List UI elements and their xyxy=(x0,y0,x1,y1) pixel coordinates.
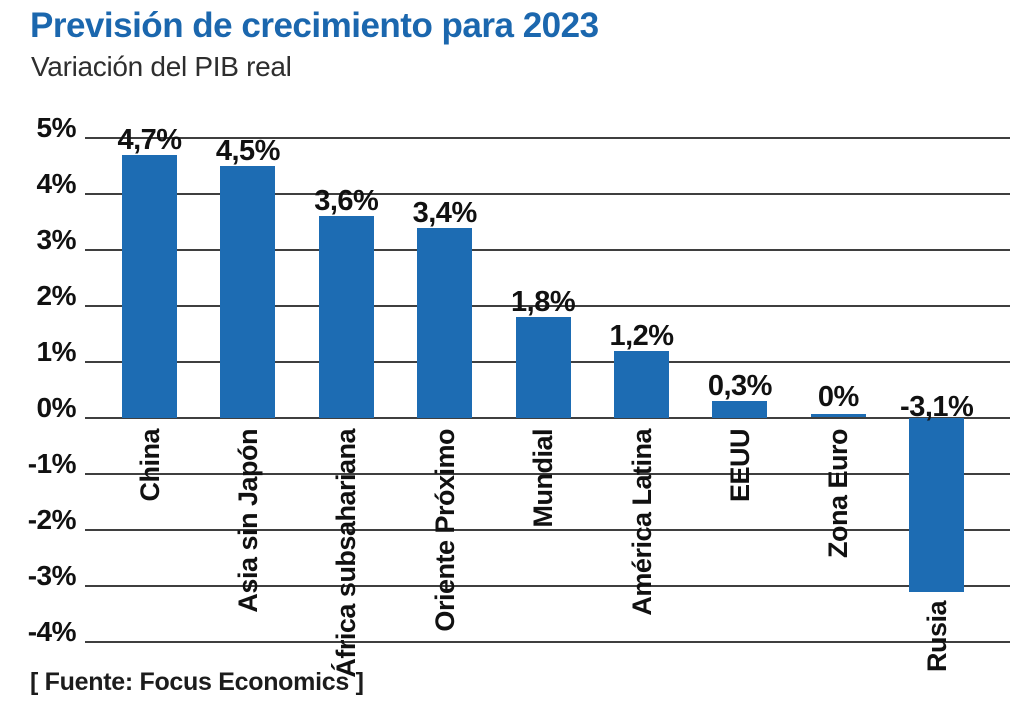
y-axis-tick-label: 2% xyxy=(36,280,77,311)
y-axis-tick-label: 0% xyxy=(36,392,77,423)
y-axis-tick-label: -2% xyxy=(27,504,77,535)
y-axis-tick-label: 5% xyxy=(36,112,77,143)
gridline xyxy=(85,529,1010,531)
bar-value-label: -3,1% xyxy=(900,391,974,423)
gridline xyxy=(85,137,1010,139)
bar-value-label: 1,8% xyxy=(511,286,576,319)
bar-value-label: 3,4% xyxy=(412,196,478,229)
bar-category-label: América Latina xyxy=(626,429,657,616)
bar xyxy=(712,401,768,418)
bar-value-label: 0,3% xyxy=(707,370,773,403)
bar-category-label: África subsahariana xyxy=(331,429,362,678)
bar-category-label: Zona Euro xyxy=(823,429,854,558)
gridline xyxy=(85,641,1010,643)
gridline xyxy=(85,305,1010,307)
gridline xyxy=(85,417,1010,419)
chart-title: Previsión de crecimiento para 2023 xyxy=(30,6,599,45)
gridline xyxy=(85,249,1010,251)
chart-subtitle: Variación del PIB real xyxy=(31,51,292,82)
bar xyxy=(909,418,965,592)
bar-category-label: Mundial xyxy=(528,429,559,528)
bar xyxy=(318,216,374,418)
y-axis-tick-label: 4% xyxy=(36,168,77,199)
y-axis-tick-label: 3% xyxy=(36,224,77,255)
bar-value-label: 3,6% xyxy=(314,185,379,218)
gridline xyxy=(85,473,1010,475)
bar-category-label: Asia sin Japón xyxy=(232,429,263,613)
bar-value-label: 4,5% xyxy=(215,135,281,167)
bar xyxy=(220,166,276,418)
bar-value-label: 4,7% xyxy=(117,123,182,156)
bar xyxy=(417,227,473,418)
gridline xyxy=(85,193,1010,195)
y-axis-tick-label: -1% xyxy=(27,448,77,479)
bar-value-label: 0% xyxy=(817,381,859,413)
bar xyxy=(810,414,866,417)
y-axis-tick-label: -3% xyxy=(27,560,77,591)
bar xyxy=(614,350,669,418)
bar-category-label: Oriente Próximo xyxy=(429,429,460,632)
gridline xyxy=(85,585,1010,587)
bar xyxy=(515,317,571,418)
bar xyxy=(122,154,177,418)
y-axis-tick-label: 1% xyxy=(36,336,77,367)
bar-category-label: EEUU xyxy=(724,429,755,503)
bar-category-label: Rusia xyxy=(921,600,952,672)
source-note: [ Fuente: Focus Economics ] xyxy=(30,668,364,696)
y-axis-tick-label: -4% xyxy=(27,616,77,647)
bar-category-label: China xyxy=(134,429,165,502)
bar-value-label: 1,2% xyxy=(609,319,674,352)
